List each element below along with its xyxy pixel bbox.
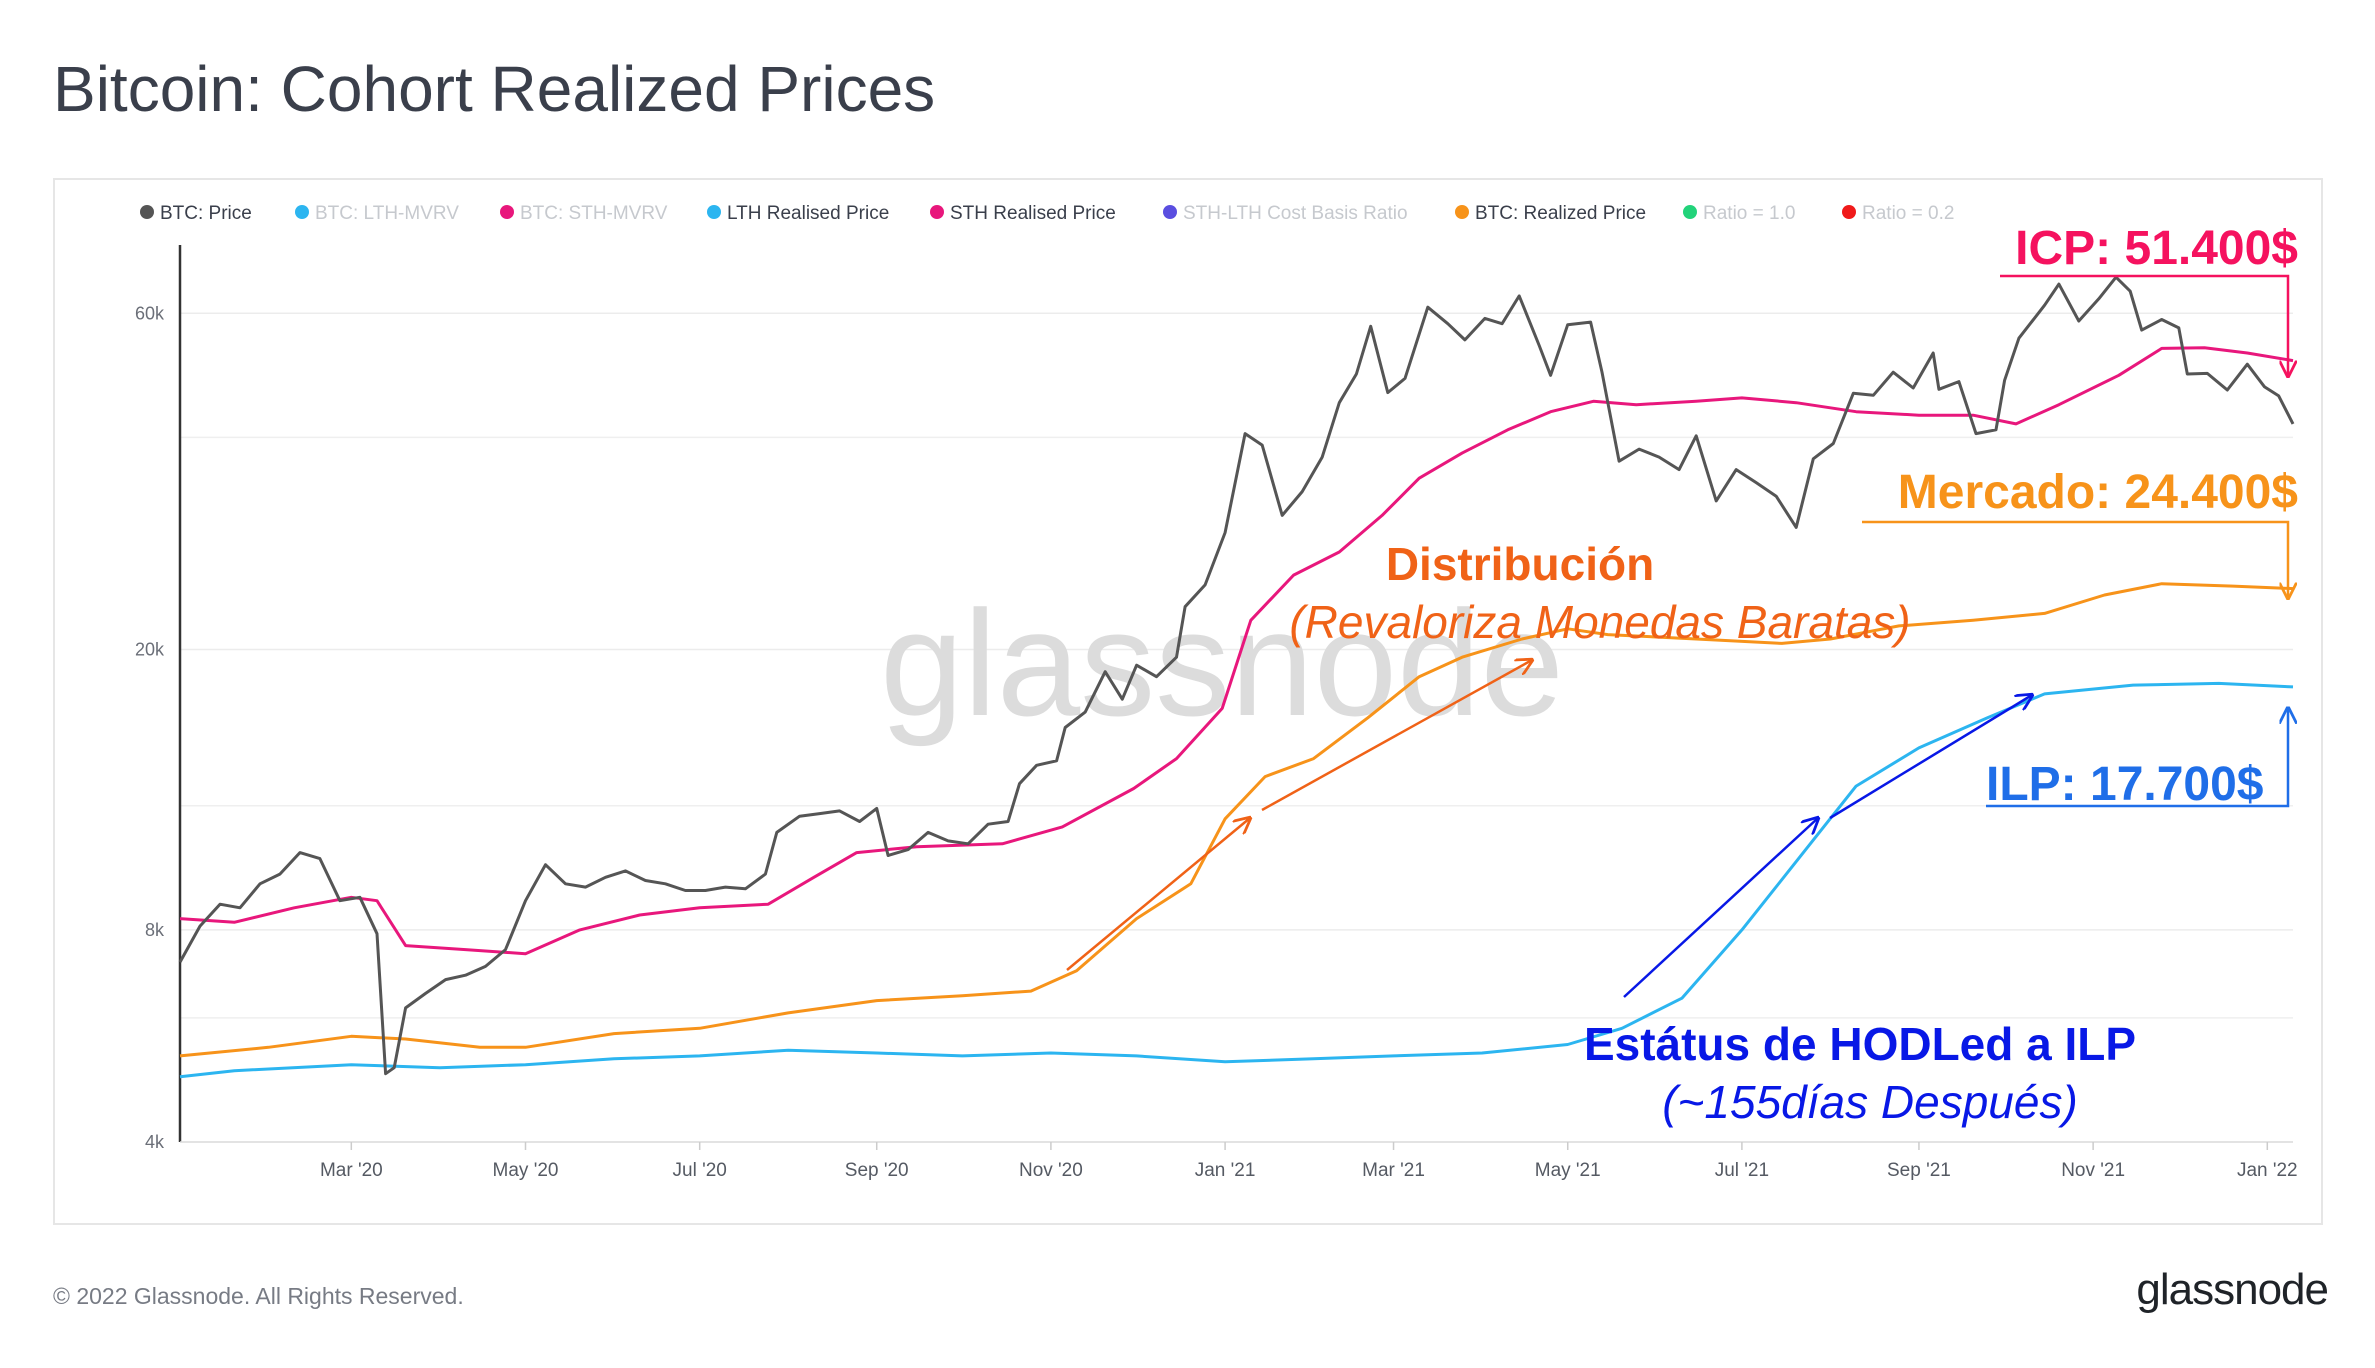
- legend-label: BTC: Realized Price: [1475, 203, 1646, 224]
- legend-dot-icon: [1455, 205, 1469, 219]
- legend-item[interactable]: Ratio = 1.0: [1683, 203, 1795, 224]
- distribution-arrow-2: [1261, 660, 1532, 812]
- legend-item[interactable]: Ratio = 0.2: [1842, 203, 1954, 224]
- page-title: Bitcoin: Cohort Realized Prices: [53, 53, 936, 125]
- gridlines: [180, 312, 2293, 1143]
- y-axis: 4k 8k 20k 60k: [135, 245, 182, 1152]
- y-tick-label: 4k: [145, 1132, 165, 1152]
- legend-item[interactable]: BTC: LTH-MVRV: [295, 203, 459, 224]
- series-line-lth: [179, 681, 2294, 1079]
- hodl-arrow-2: [1829, 695, 2032, 820]
- x-tick-label: Sep '20: [845, 1160, 909, 1181]
- mercado-annotation: Mercado: 24.400$: [1898, 466, 2299, 519]
- estatus-label: Estátus de HODLed a ILP: [1584, 1018, 2136, 1070]
- dias-label: (~155días Después): [1662, 1076, 2078, 1128]
- series-line-price: [178, 275, 2295, 1076]
- ilp-annotation: ILP: 17.700$: [1986, 758, 2264, 811]
- annotation-arrows: [1066, 274, 2288, 998]
- hodl-arrow-1: [1623, 818, 1818, 998]
- legend-label: STH-LTH Cost Basis Ratio: [1183, 203, 1408, 224]
- legend-dot-icon: [1842, 205, 1856, 219]
- legend-item[interactable]: BTC: Price: [140, 203, 252, 224]
- x-tick-label: Jan '22: [2237, 1160, 2298, 1181]
- ilp-arrow: [1986, 708, 2288, 808]
- x-tick-label: Jul '21: [1715, 1160, 1769, 1181]
- legend-item[interactable]: STH-LTH Cost Basis Ratio: [1163, 203, 1408, 224]
- mercado-arrow: [1862, 520, 2288, 598]
- distribution-arrow-1: [1066, 818, 1250, 971]
- series-line-realized: [179, 582, 2294, 1058]
- x-axis: Mar '20 May '20 Jul '20 Sep '20 Nov '20 Jan '…: [180, 1141, 2298, 1181]
- x-tick-label: Nov '21: [2061, 1160, 2125, 1181]
- revaloriza-label: (Revaloriza Monedas Baratas): [1289, 596, 1910, 648]
- x-tick-label: Sep '21: [1887, 1160, 1951, 1181]
- legend-item[interactable]: LTH Realised Price: [707, 203, 889, 224]
- distribucion-label: Distribución: [1386, 538, 1654, 590]
- legend-label: Ratio = 0.2: [1862, 203, 1954, 224]
- x-tick-label: Mar '20: [320, 1160, 383, 1181]
- legend-label: BTC: Price: [160, 203, 252, 224]
- series-line-sth: [179, 346, 2294, 956]
- icp-arrow: [2000, 274, 2288, 376]
- legend-item[interactable]: BTC: Realized Price: [1455, 203, 1646, 224]
- copyright-footer: © 2022 Glassnode. All Rights Reserved.: [53, 1283, 464, 1309]
- legend-dot-icon: [930, 205, 944, 219]
- legend-label: LTH Realised Price: [727, 203, 889, 224]
- legend-label: BTC: STH-MVRV: [520, 203, 668, 224]
- x-tick-label: Jan '21: [1195, 1160, 1256, 1181]
- y-tick-label: 60k: [135, 303, 165, 323]
- x-tick-label: Mar '21: [1362, 1160, 1425, 1181]
- legend-dot-icon: [1683, 205, 1697, 219]
- chart-panel: [53, 178, 2323, 1225]
- icp-annotation: ICP: 51.400$: [2015, 222, 2298, 275]
- y-tick-label: 8k: [145, 920, 165, 940]
- legend-label: BTC: LTH-MVRV: [315, 203, 459, 224]
- y-tick-label: 20k: [135, 639, 165, 659]
- legend-dot-icon: [500, 205, 514, 219]
- series-layer: [178, 275, 2295, 1079]
- x-tick-label: Jul '20: [673, 1160, 727, 1181]
- glassnode-logo: glassnode: [2136, 1265, 2329, 1314]
- legend-label: Ratio = 1.0: [1703, 203, 1795, 224]
- legend-item[interactable]: STH Realised Price: [930, 203, 1116, 224]
- x-tick-label: Nov '20: [1019, 1160, 1083, 1181]
- x-tick-label: May '21: [1535, 1160, 1601, 1181]
- legend: BTC: Price BTC: LTH-MVRV BTC: STH-MVRV LTH …: [140, 203, 1954, 224]
- legend-dot-icon: [1163, 205, 1177, 219]
- legend-label: STH Realised Price: [950, 203, 1116, 224]
- legend-dot-icon: [295, 205, 309, 219]
- legend-dot-icon: [140, 205, 154, 219]
- legend-dot-icon: [707, 205, 721, 219]
- x-tick-label: May '20: [493, 1160, 559, 1181]
- legend-item[interactable]: BTC: STH-MVRV: [500, 203, 668, 224]
